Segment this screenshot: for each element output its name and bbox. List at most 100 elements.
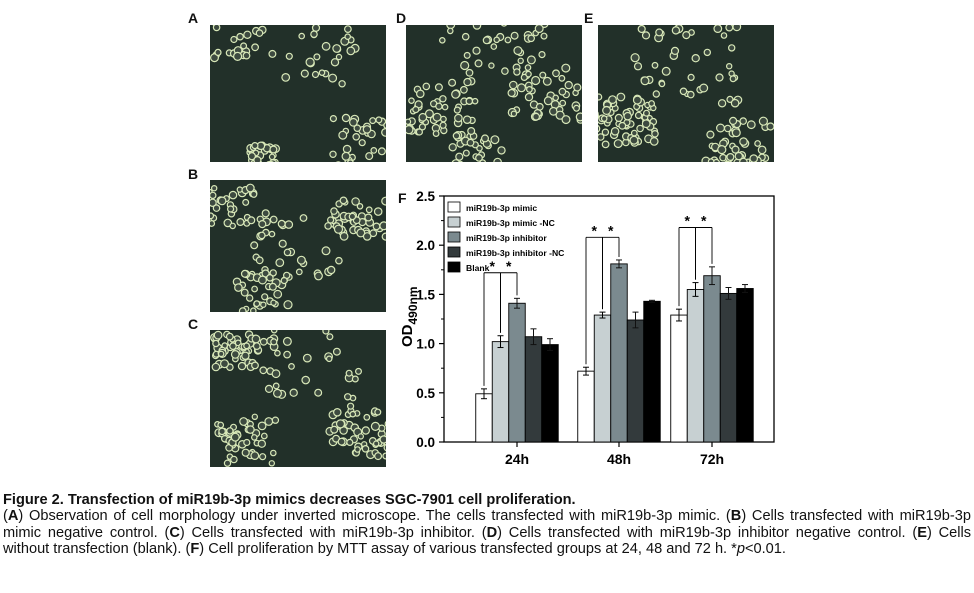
cell: [602, 105, 612, 115]
caption-segment: A: [7, 508, 19, 525]
cell: [339, 196, 348, 205]
cell: [243, 30, 252, 40]
cell: [238, 307, 247, 312]
cell: [739, 117, 748, 125]
cell: [493, 36, 501, 44]
micrograph-b: [210, 180, 386, 312]
legend-swatch: [447, 216, 461, 228]
panel-label-a: A: [188, 10, 199, 26]
cell: [418, 123, 426, 131]
bar: [736, 288, 754, 443]
cell: [211, 362, 221, 372]
cell: [467, 126, 476, 135]
legend-label: miR19b-3p mimic -NC: [466, 218, 555, 228]
cell: [616, 92, 626, 102]
cell: [229, 342, 237, 350]
cell: [268, 230, 276, 238]
cell: [251, 361, 259, 370]
caption-segment: F: [190, 541, 200, 558]
cell: [268, 282, 277, 291]
cell: [352, 133, 361, 141]
cell: [598, 124, 601, 133]
cell: [717, 99, 727, 108]
caption-segment: p: [736, 541, 745, 558]
cell: [330, 425, 339, 434]
cell: [598, 93, 603, 101]
cell: [465, 68, 474, 77]
cell: [525, 70, 532, 78]
cell: [270, 299, 277, 307]
cell: [325, 355, 333, 363]
cell: [601, 128, 610, 136]
cell: [257, 439, 267, 448]
y-tick-label: 2.0: [416, 238, 435, 253]
cell: [230, 455, 238, 464]
cell: [534, 25, 544, 34]
bar: [508, 302, 526, 443]
cell: [365, 206, 373, 214]
cell: [335, 256, 343, 265]
cell: [471, 97, 479, 105]
cell: [357, 433, 364, 440]
cell: [259, 366, 268, 375]
cell: [332, 44, 342, 53]
cell: [724, 160, 730, 162]
cell: [268, 49, 277, 58]
cell: [375, 116, 383, 124]
cell: [729, 75, 737, 83]
cell: [347, 159, 354, 162]
cell: [365, 152, 374, 161]
cell: [713, 25, 723, 33]
significance-star: *: [608, 222, 614, 238]
micrograph-a: [210, 25, 386, 162]
cell: [272, 382, 280, 390]
cell: [335, 53, 343, 61]
cell: [212, 339, 220, 348]
cell: [525, 86, 533, 93]
cell: [257, 231, 266, 240]
cell: [243, 342, 250, 350]
cell: [516, 83, 526, 93]
cell: [250, 190, 258, 198]
caption-segment: C: [169, 524, 180, 541]
bar: [577, 370, 595, 443]
legend-label: miR19b-3p inhibitor -NC: [466, 248, 564, 258]
cell: [228, 190, 238, 200]
caption-segment: E: [917, 524, 927, 541]
cell: [527, 34, 536, 43]
cell: [613, 139, 623, 149]
cell: [240, 288, 249, 297]
cell: [649, 136, 659, 146]
cell: [210, 191, 217, 200]
cell: [455, 152, 464, 161]
cell: [369, 117, 377, 125]
cell: [642, 109, 650, 117]
cell: [230, 35, 238, 44]
cell: [453, 106, 461, 114]
cell: [493, 157, 502, 162]
cell: [258, 453, 267, 461]
cell: [379, 221, 386, 231]
cell: [229, 222, 237, 230]
cell: [462, 115, 472, 125]
cell: [243, 438, 251, 447]
significance-star: *: [701, 212, 707, 228]
cell: [730, 98, 740, 108]
cell: [715, 123, 725, 133]
cell: [212, 25, 221, 32]
cell: [341, 113, 351, 123]
cell: [284, 220, 294, 229]
cell: [268, 460, 276, 467]
cell: [242, 198, 250, 206]
cell: [641, 119, 651, 129]
cell: [630, 53, 640, 63]
bar: [703, 275, 721, 443]
cell: [321, 41, 331, 51]
cell: [461, 32, 470, 41]
cell: [283, 350, 291, 359]
cell: [345, 369, 353, 377]
cell: [217, 421, 225, 429]
significance-star: *: [506, 258, 512, 274]
cell: [472, 25, 482, 30]
cell: [363, 413, 371, 421]
